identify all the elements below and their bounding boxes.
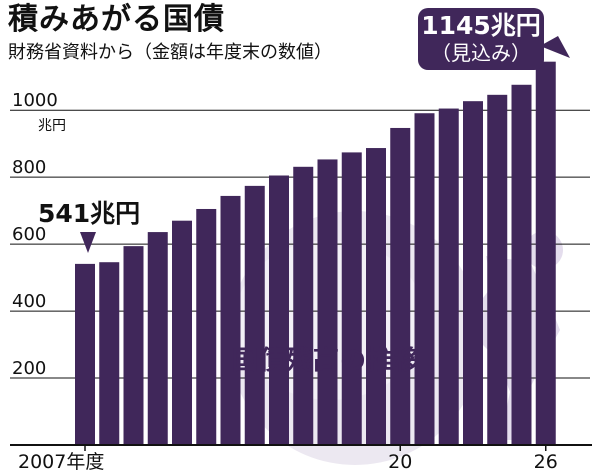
x-tick-label: 20 bbox=[388, 451, 412, 473]
bar-2022 bbox=[438, 108, 459, 445]
bar-2018 bbox=[341, 152, 362, 445]
y-tick-label: 1000 bbox=[12, 90, 58, 111]
bar-2024 bbox=[487, 94, 508, 446]
chart-title: 積みあがる国債 bbox=[8, 2, 225, 37]
y-tick-label: 200 bbox=[12, 358, 46, 379]
end-value-callout: 1145兆円 （見込み） bbox=[418, 8, 544, 70]
x-tick-label: 26 bbox=[534, 451, 558, 473]
bar-2012 bbox=[196, 208, 217, 445]
bar-2010 bbox=[147, 232, 168, 445]
bar-2016 bbox=[293, 166, 314, 445]
bar-2008 bbox=[99, 262, 120, 445]
bar-2023 bbox=[463, 101, 483, 446]
chart-subtitle: 財務省資料から（金額は年度末の数値） bbox=[8, 42, 332, 63]
bar-2013 bbox=[220, 195, 241, 445]
bar-2017 bbox=[317, 159, 338, 446]
y-tick-label: 400 bbox=[12, 291, 46, 312]
x-tick-label: 2007年度 bbox=[18, 451, 104, 473]
silhouette-caption: 国債残高の推移 bbox=[232, 346, 422, 376]
y-axis-unit: 兆円 bbox=[38, 118, 66, 134]
end-value-note: （見込み） bbox=[431, 41, 531, 65]
bar-2025 bbox=[511, 84, 532, 445]
start-marker-arrow bbox=[80, 232, 96, 253]
bar-2011 bbox=[172, 220, 192, 445]
y-tick-label: 800 bbox=[12, 157, 46, 178]
bar-2014 bbox=[244, 185, 265, 445]
bar-2020 bbox=[390, 127, 411, 445]
bar-2009 bbox=[123, 246, 144, 445]
bar-2015 bbox=[269, 175, 289, 445]
bar-2007 bbox=[75, 263, 95, 445]
bar-2019 bbox=[366, 148, 386, 445]
start-value-label: 541兆円 bbox=[38, 199, 141, 228]
end-marker-arrow bbox=[540, 36, 570, 58]
y-tick-label: 600 bbox=[12, 224, 46, 245]
end-value-label: 1145兆円 bbox=[421, 11, 541, 40]
bar-2026 bbox=[535, 61, 556, 445]
bar-2021 bbox=[414, 113, 435, 445]
